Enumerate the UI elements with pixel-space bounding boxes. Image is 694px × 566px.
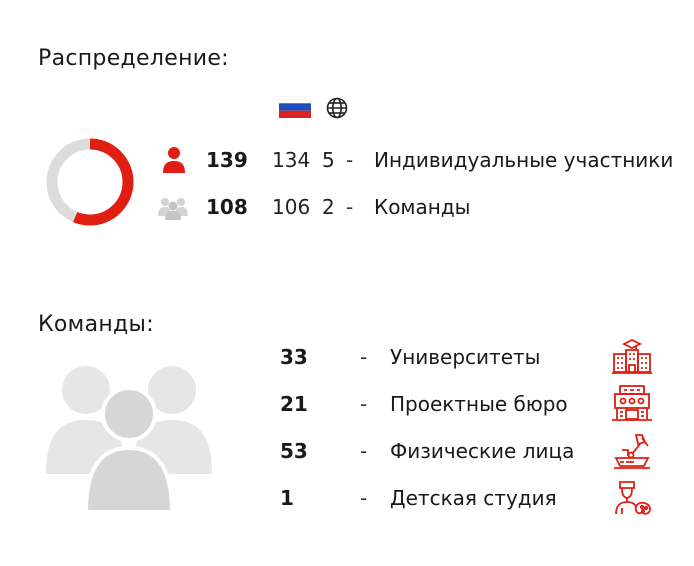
teams-row: 108 106 2 - Команды [206,193,470,221]
team-row-kids-studio: 1 - Детская студия [280,484,557,512]
team-row-individuals: 53 - Физические лица [280,437,574,465]
bureaus-label: Проектные бюро [390,392,568,416]
distribution-donut-chart [46,138,134,226]
individuals-label: Физические лица [390,439,575,463]
individual-dash: - [346,148,354,172]
individual-label: Индивидуальные участники [374,148,674,172]
individuals-count: 53 [280,439,308,463]
individual-ru-count: 134 [272,148,311,172]
child-palette-icon [612,478,652,516]
individual-row: 139 134 5 - Индивидуальные участники [206,146,673,174]
teams-ru-count: 106 [272,195,311,219]
kids-studio-dash: - [360,486,368,510]
person-icon [162,146,186,174]
bureaus-count: 21 [280,392,308,416]
team-row-project-bureaus: 21 - Проектные бюро [280,390,568,418]
teams-title: Команды: [38,312,154,337]
distribution-title: Распределение: [38,46,229,71]
individual-total: 139 [206,148,248,172]
individual-world-count: 5 [322,148,335,172]
universities-count: 33 [280,345,308,369]
universities-label: Университеты [390,345,541,369]
university-icon [612,338,652,374]
russia-flag-icon [278,95,312,118]
donut-segment-individual [46,138,134,226]
teams-label: Команды [374,195,471,219]
universities-dash: - [360,345,368,369]
group-icon [158,196,188,220]
individuals-dash: - [360,439,368,463]
team-row-universities: 33 - Университеты [280,343,540,371]
teams-dash: - [346,195,354,219]
kids-studio-label: Детская студия [390,486,557,510]
globe-icon [326,97,348,119]
bureaus-dash: - [360,392,368,416]
teams-total: 108 [206,195,248,219]
group-illustration-icon [46,362,212,514]
teams-world-count: 2 [322,195,335,219]
office-building-icon [612,384,652,422]
drafting-desk-icon [612,432,652,470]
kids-studio-count: 1 [280,486,294,510]
